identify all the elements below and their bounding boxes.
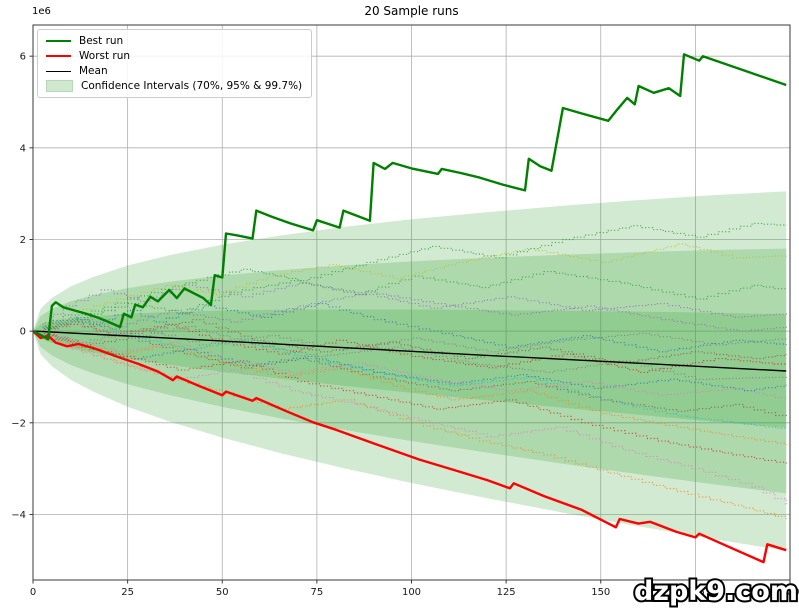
- legend-label: Confidence Intervals (70%, 95% & 99.7%): [81, 80, 303, 92]
- mean-line: [33, 330, 787, 372]
- x-tick-label: 100: [402, 587, 421, 598]
- y-tick-label: 6: [20, 52, 26, 63]
- best-run-line: [33, 53, 787, 341]
- legend-line-swatch: [46, 70, 71, 72]
- x-tick-label: 200: [780, 587, 799, 598]
- confidence-band-95%: [33, 248, 787, 494]
- y-tick-label: −4: [11, 510, 26, 521]
- sample-run-4: [33, 321, 787, 373]
- sample-run-3: [33, 271, 787, 332]
- sample-run-9: [33, 243, 787, 332]
- tick-marks: [29, 55, 791, 584]
- chart-title: 20 Sample runs: [364, 4, 459, 18]
- legend-item-confidence-intervals-70-95-99-7: Confidence Intervals (70%, 95% & 99.7%): [46, 80, 302, 92]
- x-tick-label: 150: [591, 587, 610, 598]
- x-tick-label: 25: [121, 587, 134, 598]
- legend-label: Best run: [79, 35, 124, 47]
- sample-run-16: [33, 319, 787, 364]
- sample-run-18: [33, 328, 787, 353]
- y-axis-offset-label: 1e6: [32, 6, 51, 17]
- x-tick-label: 50: [216, 587, 229, 598]
- sample-run-6: [33, 330, 787, 419]
- y-tick-label: 4: [20, 143, 26, 154]
- sample-run-1: [33, 303, 787, 353]
- sample-run-11: [33, 330, 787, 392]
- sample-run-5: [33, 282, 787, 332]
- y-tick-label: 0: [20, 327, 26, 338]
- legend-label: Mean: [79, 65, 108, 77]
- plot-area: [33, 53, 787, 564]
- x-tick-label: 125: [497, 587, 516, 598]
- legend-patch-swatch: [46, 80, 73, 92]
- legend: Best run Worst run Mean Confidence Interval…: [37, 29, 313, 98]
- legend-label: Worst run: [79, 50, 131, 62]
- x-tick-label: 175: [686, 587, 705, 598]
- tick-labels: 0 25 50 75 100 125 150 175 200 6 4 2 0 −2 −4: [11, 52, 799, 598]
- legend-item-worst-run: Worst run: [46, 50, 302, 62]
- y-tick-label: −2: [11, 418, 26, 429]
- sample-run-12: [33, 330, 787, 519]
- worst-run-line: [33, 330, 787, 564]
- confidence-band-99.7%: [33, 191, 787, 551]
- confidence-band-70%: [33, 309, 787, 428]
- sample-run-8: [33, 323, 787, 380]
- legend-item-best-run: Best run: [46, 35, 302, 47]
- gridlines: [32, 25, 791, 580]
- x-tick-label: 0: [30, 587, 36, 598]
- x-tick-label: 75: [311, 587, 324, 598]
- legend-line-swatch: [46, 40, 71, 42]
- sample-run-13: [33, 222, 787, 332]
- legend-item-mean: Mean: [46, 65, 302, 77]
- watermark: dzpk9.com: [632, 574, 799, 609]
- legend-line-swatch: [46, 55, 71, 57]
- y-tick-label: 2: [20, 235, 26, 246]
